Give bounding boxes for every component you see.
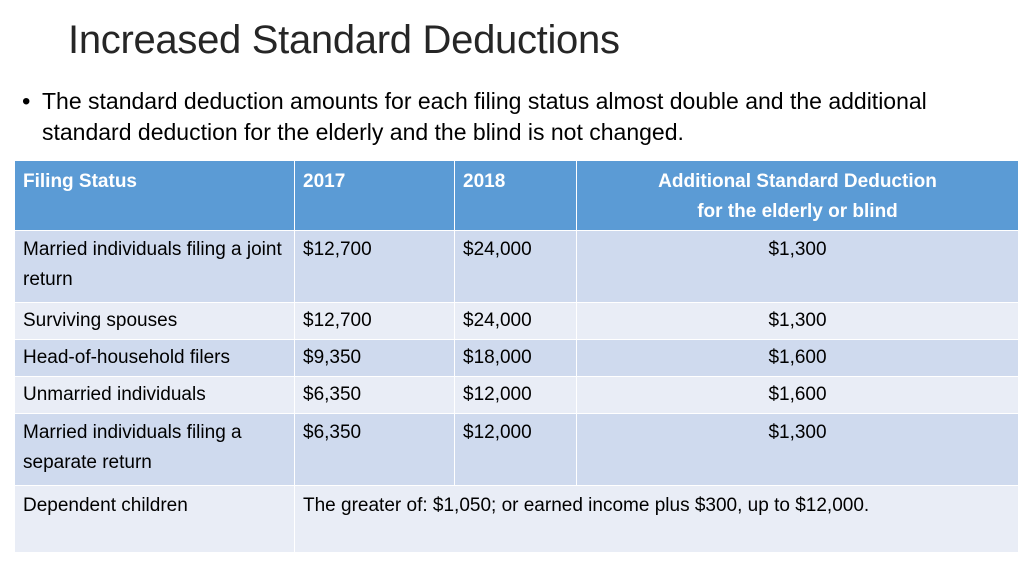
cell-2017: $6,350 (294, 413, 455, 486)
table-row: Surviving spouses $12,700 $24,000 $1,300 (14, 302, 1019, 340)
header-2018: 2018 (454, 160, 577, 231)
cell-2018: $24,000 (454, 302, 577, 340)
standard-deduction-table: Filing Status 2017 2018 Additional Stand… (14, 160, 1019, 553)
table-row: Married individuals filing a separate re… (14, 413, 1019, 486)
cell-additional: $1,300 (576, 302, 1019, 340)
cell-additional: $1,600 (576, 339, 1019, 377)
cell-2017: $9,350 (294, 339, 455, 377)
table-row: Head-of-household filers $9,350 $18,000 … (14, 339, 1019, 377)
cell-2018: $12,000 (454, 376, 577, 414)
table-header-row: Filing Status 2017 2018 Additional Stand… (14, 160, 1019, 231)
cell-2018: $12,000 (454, 413, 577, 486)
table-row: Unmarried individuals $6,350 $12,000 $1,… (14, 376, 1019, 414)
cell-filing-status: Married individuals filing a joint retur… (14, 230, 295, 303)
cell-2017: $12,700 (294, 230, 455, 303)
bullet-text: The standard deduction amounts for each … (42, 88, 927, 145)
cell-2018: $24,000 (454, 230, 577, 303)
cell-dependent-note: The greater of: $1,050; or earned income… (294, 485, 1019, 553)
bullet-point: • The standard deduction amounts for eac… (22, 86, 1012, 148)
cell-additional: $1,300 (576, 413, 1019, 486)
cell-2017: $6,350 (294, 376, 455, 414)
header-additional-line2: for the elderly or blind (697, 201, 898, 222)
header-additional-deduction: Additional Standard Deduction for the el… (576, 160, 1019, 231)
cell-filing-status: Head-of-household filers (14, 339, 295, 377)
cell-additional: $1,300 (576, 230, 1019, 303)
header-2017: 2017 (294, 160, 455, 231)
table-row-dependent-children: Dependent children The greater of: $1,05… (14, 485, 1019, 553)
slide-title: Increased Standard Deductions (68, 18, 620, 62)
table-row: Married individuals filing a joint retur… (14, 230, 1019, 303)
cell-filing-status: Dependent children (14, 485, 295, 553)
bullet-icon: • (22, 88, 31, 115)
header-filing-status: Filing Status (14, 160, 295, 231)
cell-2017: $12,700 (294, 302, 455, 340)
cell-filing-status: Unmarried individuals (14, 376, 295, 414)
cell-filing-status: Surviving spouses (14, 302, 295, 340)
cell-2018: $18,000 (454, 339, 577, 377)
cell-filing-status: Married individuals filing a separate re… (14, 413, 295, 486)
cell-additional: $1,600 (576, 376, 1019, 414)
header-additional-line1: Additional Standard Deduction (658, 171, 937, 192)
